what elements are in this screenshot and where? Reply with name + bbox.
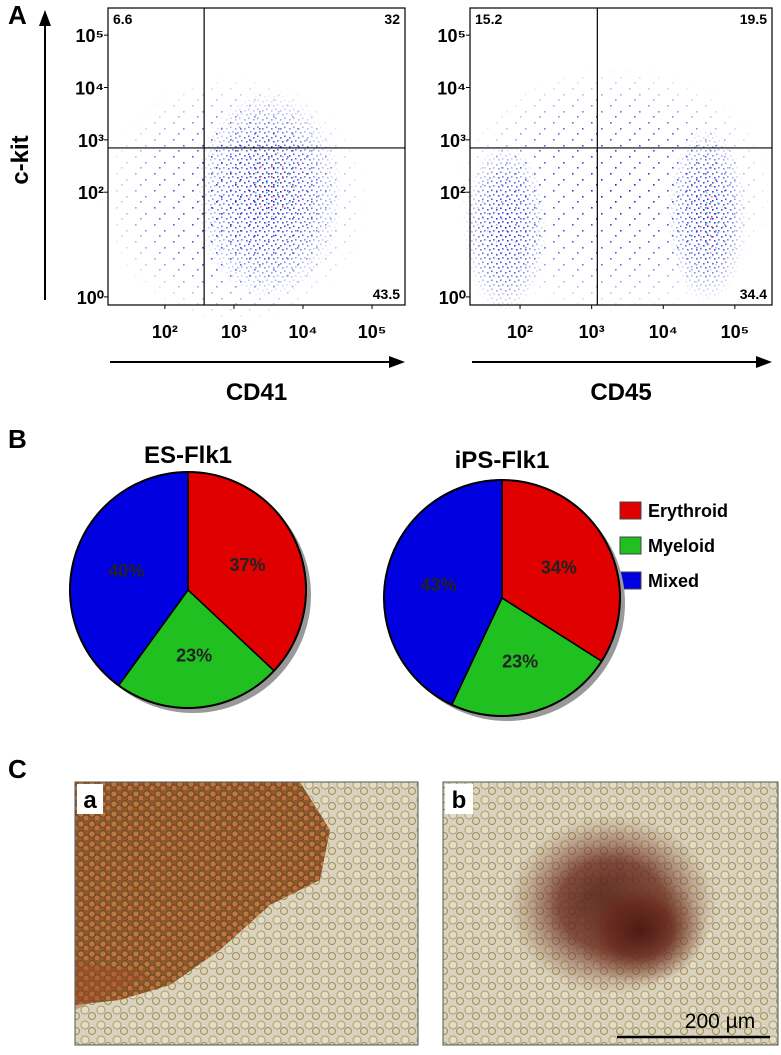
y-axis-label: c-kit: [7, 135, 34, 184]
x-tick-label: 10⁵: [358, 322, 386, 342]
x-tick-label: 10⁴: [289, 322, 318, 342]
image-frame: [74, 781, 419, 1046]
quadrant-value: 43.5: [373, 286, 400, 302]
slice-label: 37%: [230, 555, 266, 575]
legend-label: Mixed: [648, 571, 699, 591]
arrow-head: [389, 356, 405, 368]
x-tick-label: 10⁴: [649, 322, 678, 342]
image-label: b: [452, 787, 467, 814]
quadrant-value: 32: [384, 11, 400, 27]
y-tick-label: 10⁵: [438, 26, 466, 46]
slice-label: 34%: [541, 558, 577, 578]
quadrant-value: 6.6: [113, 11, 133, 27]
y-tick-label: 10³: [78, 131, 104, 151]
x-axis-label: CD45: [590, 379, 651, 406]
micrograph: [75, 782, 418, 1045]
legend-swatch: [619, 536, 642, 555]
pie-title: iPS-Flk1: [455, 447, 550, 474]
panel-label: A: [8, 0, 27, 30]
pie-title: ES-Flk1: [144, 442, 232, 469]
panel-label: C: [8, 754, 27, 784]
x-tick-label: 10²: [152, 322, 178, 342]
x-tick-label: 10³: [221, 322, 247, 342]
image-label-box: [77, 784, 103, 814]
quadrant-value: 34.4: [740, 286, 767, 302]
quadrant-value: 19.5: [740, 11, 767, 27]
slice-label: 23%: [502, 651, 538, 671]
x-tick-label: 10³: [579, 322, 605, 342]
y-tick-label: 10⁵: [76, 26, 104, 46]
y-tick-label: 10⁰: [77, 288, 104, 308]
pie-outline: [69, 471, 307, 709]
scale-bar-label: 200 µm: [685, 1010, 755, 1033]
y-tick-label: 10²: [440, 183, 466, 203]
image-label-box: [445, 784, 473, 814]
slice-label: 23%: [176, 646, 212, 666]
x-tick-label: 10²: [507, 322, 533, 342]
quadrant-value: 15.2: [475, 11, 502, 27]
plot-frame: [107, 7, 406, 306]
legend-swatch: [619, 501, 642, 520]
plot-frame: [469, 7, 773, 306]
y-tick-label: 10³: [440, 131, 466, 151]
arrow-head: [756, 356, 772, 368]
micrograph: [443, 782, 778, 1045]
slice-label: 40%: [108, 561, 144, 581]
legend-label: Erythroid: [648, 501, 728, 521]
y-tick-label: 10²: [78, 183, 104, 203]
arrow-head: [39, 10, 51, 26]
image-label: a: [83, 787, 97, 814]
x-axis-label: CD41: [226, 379, 287, 406]
y-tick-label: 10⁰: [439, 288, 466, 308]
x-tick-label: 10⁵: [721, 322, 749, 342]
pie-outline: [383, 479, 621, 717]
density-cloud: [100, 65, 775, 325]
y-tick-label: 10⁴: [75, 78, 104, 98]
y-tick-label: 10⁴: [437, 78, 466, 98]
legend-label: Myeloid: [648, 536, 715, 556]
panel-label: B: [8, 424, 27, 454]
slice-label: 43%: [421, 575, 457, 595]
image-frame: [442, 781, 779, 1046]
